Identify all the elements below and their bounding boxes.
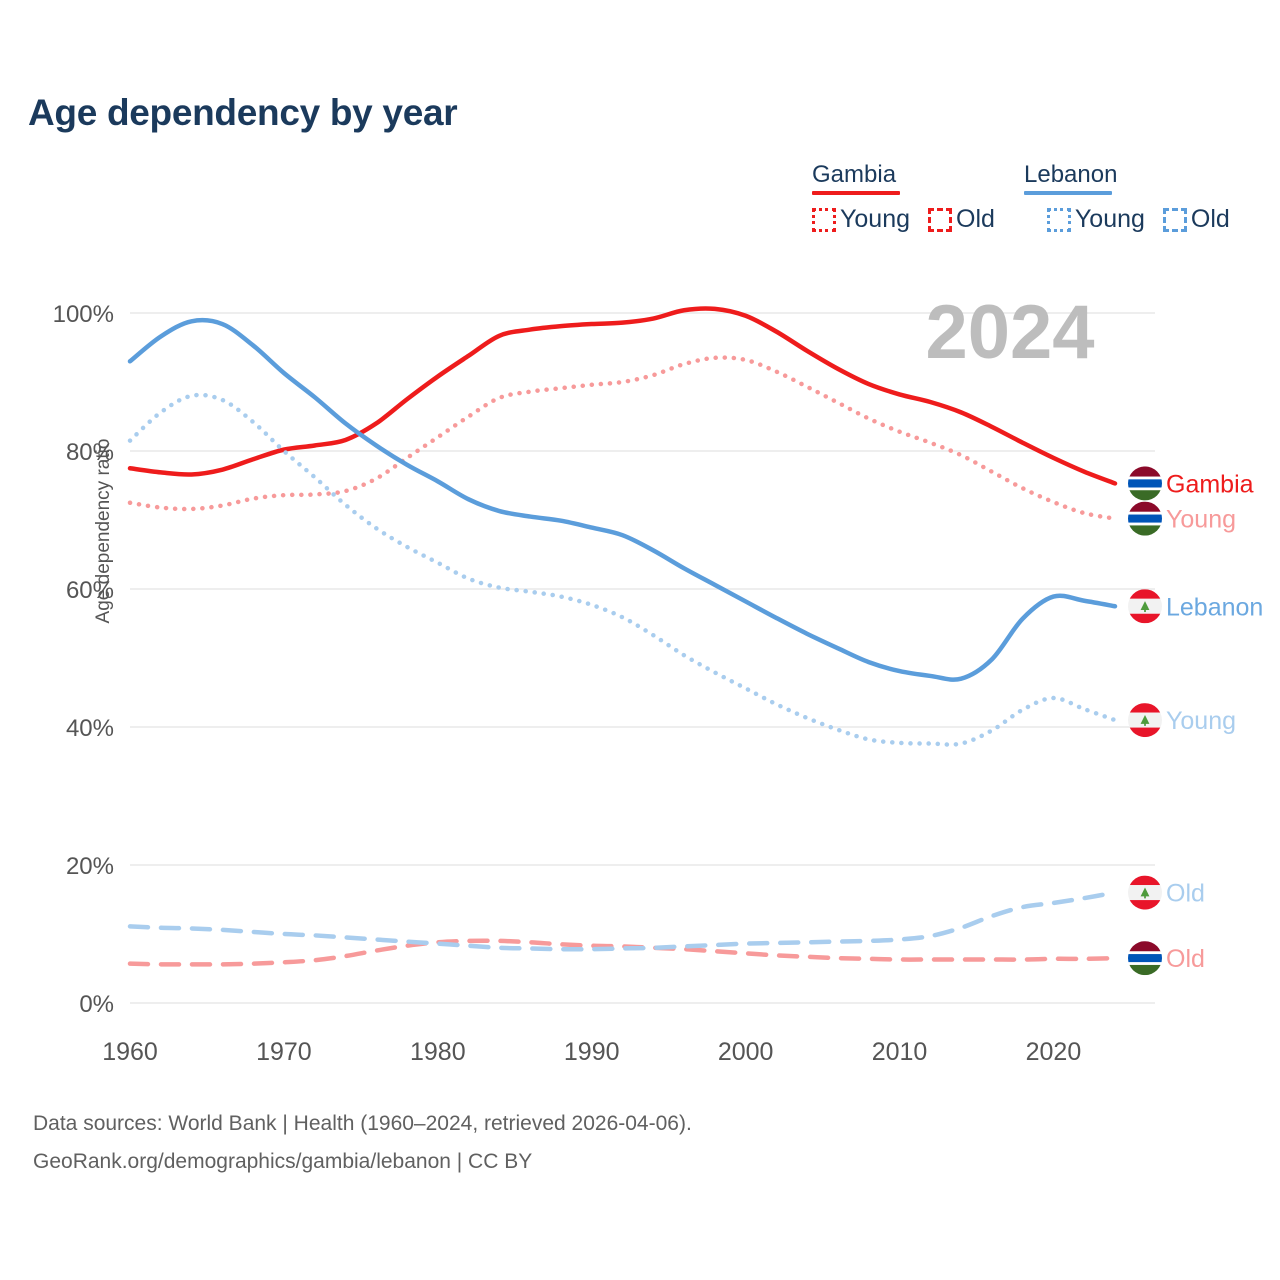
legend-item-gambia-old[interactable]: Old bbox=[928, 205, 995, 234]
x-tick-label: 1970 bbox=[256, 1038, 312, 1066]
legend-country-label: Gambia bbox=[812, 161, 897, 188]
x-tick-label: 1990 bbox=[564, 1038, 620, 1066]
lebanon-flag-icon bbox=[1128, 589, 1162, 624]
legend-country-lebanon[interactable]: Lebanon bbox=[1024, 162, 1117, 195]
legend-country-bar bbox=[1024, 191, 1112, 195]
gambia-flag-icon bbox=[1128, 466, 1162, 501]
x-axis-ticks: 1960 1970 1980 1990 2000 2010 2020 bbox=[102, 1038, 1081, 1066]
y-tick-label: 20% bbox=[66, 853, 114, 880]
series-end-label: Gambia bbox=[1166, 470, 1254, 498]
dashed-square-icon bbox=[1162, 207, 1187, 232]
legend-country-label: Lebanon bbox=[1024, 161, 1118, 188]
year-annotation: 2024 bbox=[925, 290, 1094, 375]
y-tick-label: 80% bbox=[66, 439, 114, 466]
x-tick-label: 1960 bbox=[102, 1038, 158, 1066]
dashed-square-icon bbox=[928, 207, 952, 232]
y-axis-ticks: 0% 20% 40% 60% 80% 100% bbox=[53, 301, 114, 1018]
lebanon-flag-icon bbox=[1128, 703, 1162, 738]
legend-item-label: Young bbox=[840, 205, 910, 233]
gambia-flag-icon bbox=[1128, 941, 1162, 976]
legend-item-gambia-young[interactable]: Young bbox=[812, 205, 910, 234]
legend-country-gambia[interactable]: Gambia bbox=[812, 162, 900, 195]
dotted-square-icon bbox=[1046, 207, 1071, 232]
y-tick-label: 100% bbox=[53, 301, 114, 328]
series-end-label: Old bbox=[1166, 880, 1205, 908]
legend-item-label: Old bbox=[1190, 205, 1230, 233]
legend: Gambia Lebanon Young Old Young Old bbox=[812, 162, 1262, 234]
footer-line-attribution: GeoRank.org/demographics/gambia/lebanon … bbox=[33, 1150, 533, 1173]
y-tick-label: 40% bbox=[66, 715, 114, 742]
legend-item-lebanon-young[interactable]: Young bbox=[1046, 205, 1145, 234]
series-line bbox=[127, 306, 1118, 486]
series-line bbox=[127, 938, 1118, 967]
series-end-label: Old bbox=[1166, 945, 1205, 973]
series-line bbox=[127, 355, 1118, 521]
x-tick-label: 1980 bbox=[410, 1038, 466, 1066]
series-end-label: Young bbox=[1166, 707, 1236, 735]
x-tick-label: 2000 bbox=[718, 1038, 774, 1066]
gridlines bbox=[130, 312, 1155, 1004]
page-title: Age dependency by year bbox=[28, 92, 458, 133]
series-end-label: Lebanon bbox=[1166, 593, 1263, 621]
series-line bbox=[127, 317, 1118, 682]
legend-item-label: Old bbox=[956, 205, 995, 233]
y-tick-label: 0% bbox=[79, 991, 114, 1018]
x-tick-label: 2020 bbox=[1026, 1038, 1082, 1066]
legend-item-lebanon-old[interactable]: Old bbox=[1162, 205, 1230, 234]
legend-item-label: Young bbox=[1074, 205, 1145, 233]
footer-line-sources: Data sources: World Bank | Health (1960–… bbox=[33, 1112, 692, 1135]
series-lines bbox=[127, 306, 1118, 967]
y-tick-label: 60% bbox=[66, 577, 114, 604]
dotted-square-icon bbox=[812, 207, 836, 232]
footer: Data sources: World Bank | Health (1960–… bbox=[33, 1105, 692, 1181]
series-end-label: Young bbox=[1166, 506, 1236, 534]
end-labels: Gambia Young Lebanon Young Old Old bbox=[1128, 466, 1263, 976]
series-line bbox=[127, 392, 1118, 747]
lebanon-flag-icon bbox=[1128, 875, 1162, 910]
series-line bbox=[127, 890, 1118, 952]
gambia-flag-icon bbox=[1128, 501, 1162, 536]
x-tick-label: 2010 bbox=[872, 1038, 928, 1066]
legend-country-bar bbox=[812, 191, 900, 195]
